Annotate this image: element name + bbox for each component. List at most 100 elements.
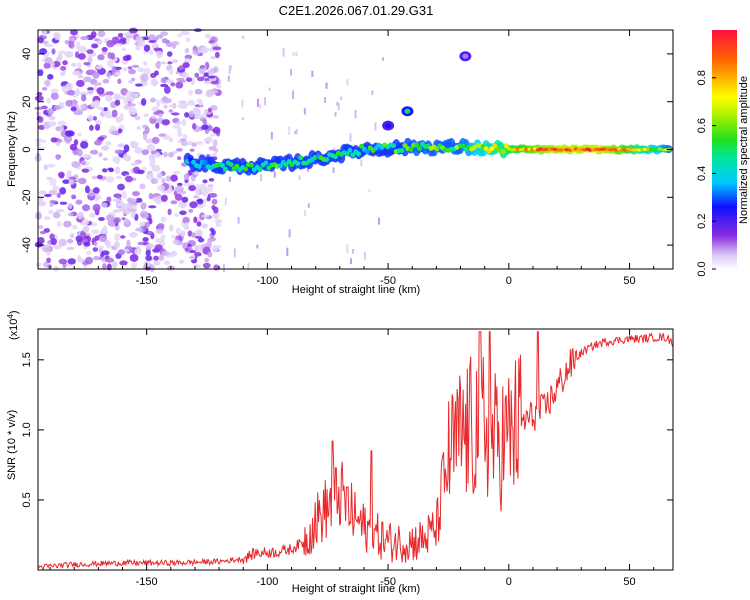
colorbar-tick-label: 0.0 [696,261,708,276]
noise-cell [122,47,127,52]
noise-cell [53,105,61,111]
noise-cell [208,146,217,151]
noise-cell [184,47,190,54]
noise-cell [89,124,94,131]
noise-cell [75,235,83,242]
colorbar-tick-label: 0.6 [696,118,708,133]
noise-streak [377,217,380,225]
noise-cell [172,239,180,245]
noise-cell [93,85,98,91]
noise-streak [295,129,298,135]
noise-cell [197,237,205,243]
noise-cell [135,45,141,51]
noise-cell [204,257,210,263]
noise-cell [142,81,148,86]
noise-cell [97,245,105,250]
noise-cell [37,69,44,77]
noise-cell [76,79,85,88]
noise-cell [90,229,100,234]
snr-multiplier-exponent: 4 [6,314,15,319]
noise-cell [183,133,188,140]
noise-cell [70,29,78,36]
noise-cell [163,260,171,265]
noise-cell [193,171,199,176]
noise-cell [165,175,171,182]
noise-cell [149,264,155,272]
noise-cell [167,51,173,57]
noise-cell [153,47,162,51]
noise-cell [134,83,143,87]
noise-cell [67,169,72,176]
noise-streak [311,70,314,77]
noise-cell [174,212,179,218]
noise-cell [155,50,163,59]
noise-cell [208,68,215,75]
noise-streak [363,251,366,260]
ridge-core [222,166,228,172]
noise-cell [168,104,177,108]
noise-streak [228,65,231,74]
x-tick-label: -100 [256,576,278,588]
noise-cell [163,135,171,140]
noise-cell [105,257,115,263]
noise-cell [139,183,146,190]
noise-cell [173,170,180,175]
noise-cell [34,106,43,111]
noise-cell [92,187,100,194]
noise-cell [189,148,195,152]
noise-cell [117,249,125,256]
noise-cell [187,230,193,237]
noise-streak [290,68,293,76]
ridge-core [277,163,283,169]
noise-cell [114,99,121,106]
noise-cell [47,108,55,115]
noise-cell [161,119,171,126]
noise-cell [77,61,82,70]
noise-cell [164,85,171,94]
noise-cell [51,48,56,55]
noise-cell [84,232,91,236]
noise-cell [121,190,128,199]
noise-cell [105,141,112,146]
noise-cell [188,255,196,261]
noise-streak [381,57,384,61]
noise-cell [184,112,190,118]
noise-cell [154,152,161,159]
noise-cell [156,184,166,191]
noise-cell [156,34,164,39]
noise-cell [201,191,210,197]
noise-cell [36,153,41,162]
noise-cell [151,106,160,112]
noise-cell [112,261,118,269]
noise-cell [174,185,184,193]
noise-cell [81,204,91,212]
noise-streak [292,90,295,100]
noise-cell [81,161,86,165]
noise-cell [45,44,54,48]
noise-cell [210,55,216,60]
noise-streak [340,96,343,100]
ridge-core [390,143,396,149]
noise-cell [121,217,126,221]
noise-cell [46,257,51,264]
noise-cell [151,115,157,119]
noise-cell [211,204,216,210]
noise-cell [113,217,121,224]
noise-cell [97,106,104,110]
noise-cell [203,80,212,85]
noise-cell [36,262,42,268]
noise-cell [50,88,59,93]
noise-cell [156,172,163,179]
ridge-core [460,143,466,149]
noise-cell [53,244,62,250]
noise-cell [171,112,180,116]
noise-cell [150,78,159,87]
noise-cell [182,216,190,224]
noise-cell [46,97,51,104]
colorbar-label: Normalized spectral amplitude [738,76,750,224]
ridge-core [219,162,225,168]
noise-cell [134,248,142,255]
noise-cell [43,261,49,268]
noise-cell [134,146,143,154]
